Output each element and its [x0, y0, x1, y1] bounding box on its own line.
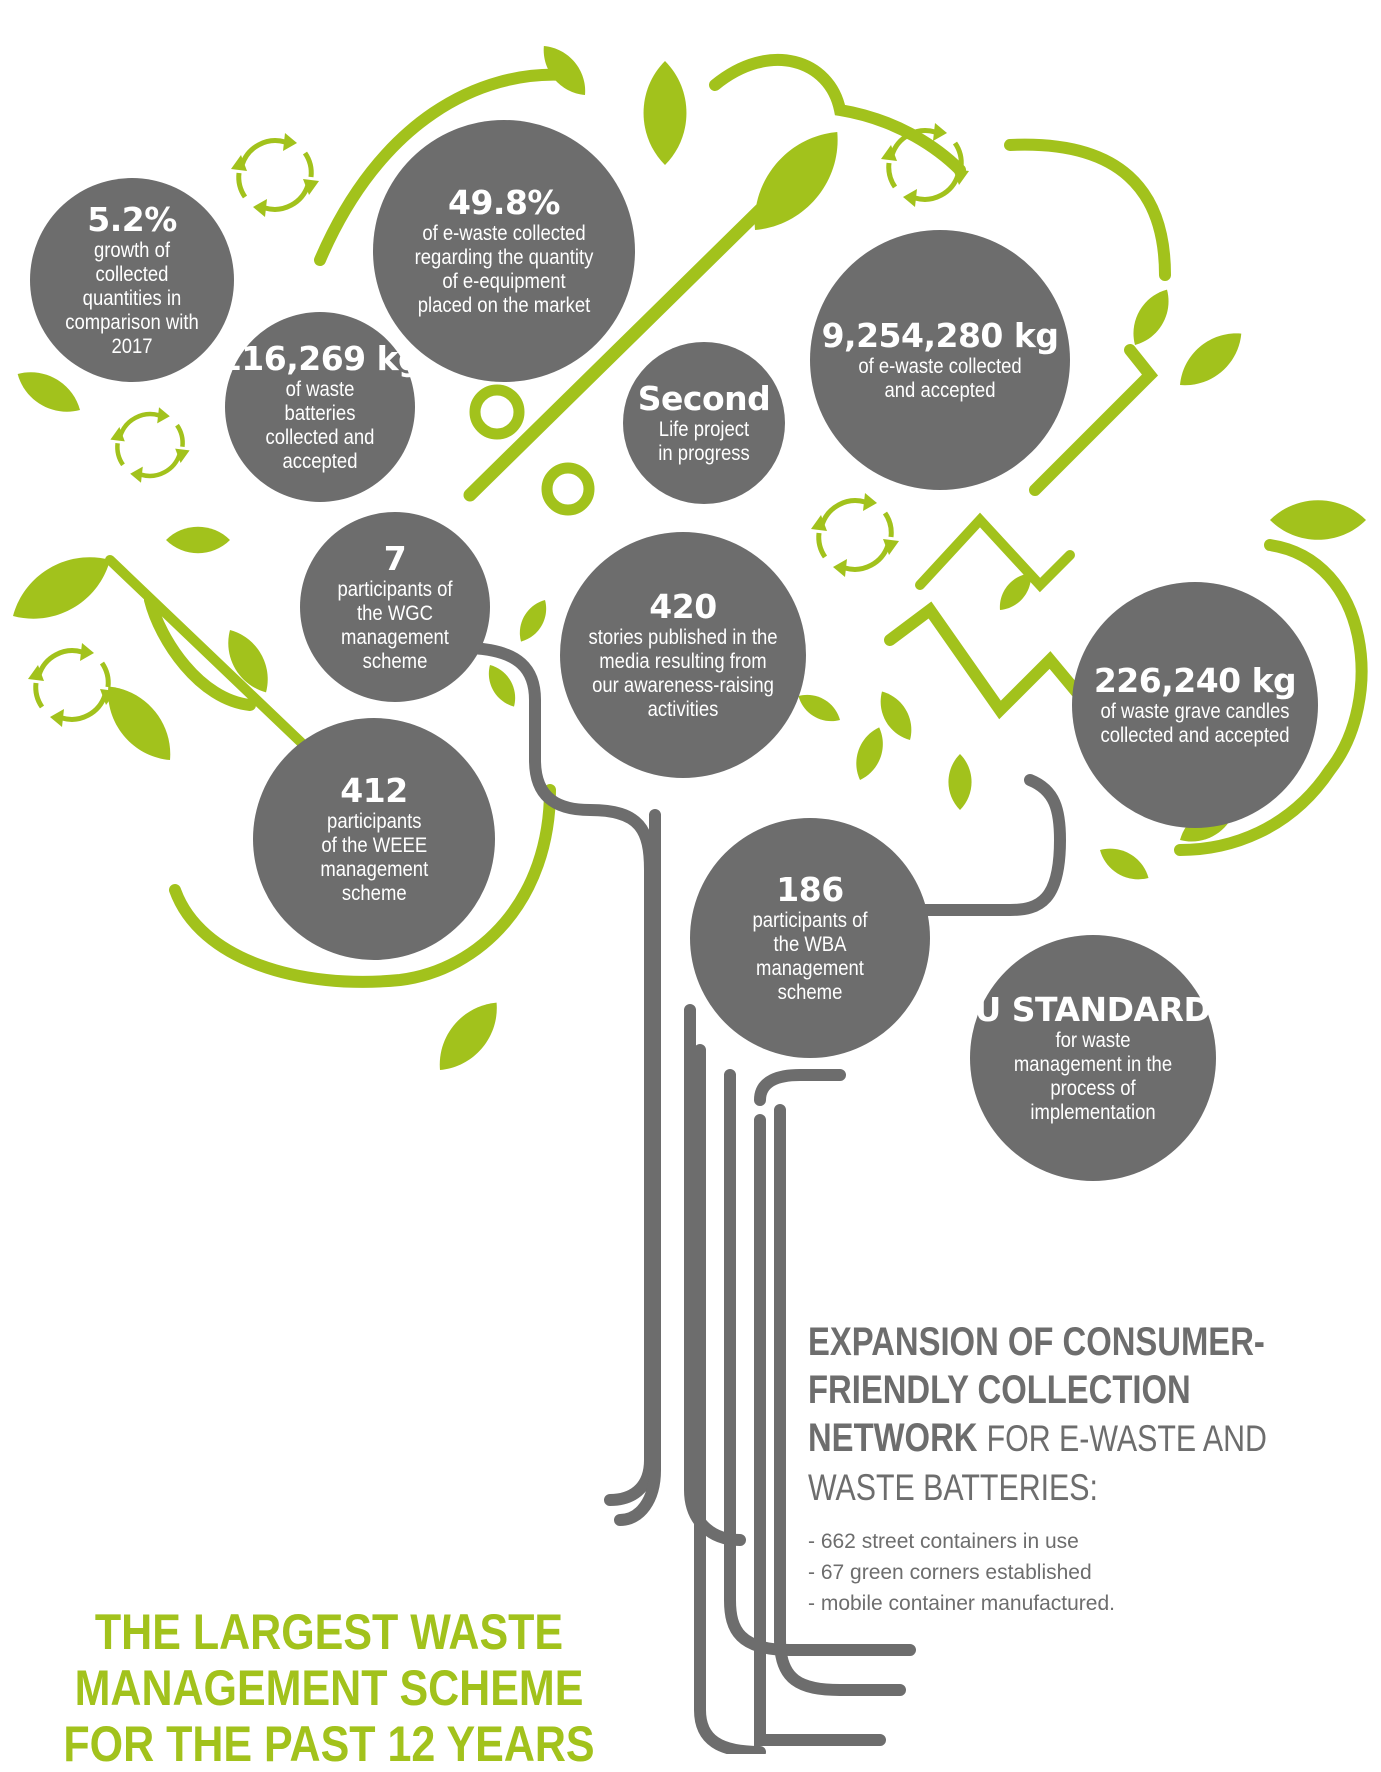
- stat-text: of e-waste collected regarding the quant…: [414, 222, 594, 317]
- stat-value: 186: [776, 870, 844, 909]
- stat-value: 420: [649, 587, 717, 626]
- tree-trunk: [464, 642, 1067, 1754]
- branch-arcs: [105, 54, 1368, 988]
- stat-text: Life project in progress: [658, 418, 750, 465]
- list-item: - 67 green corners established: [808, 1561, 1092, 1584]
- stat-value: 116,269 kg: [218, 339, 422, 378]
- network-block: EXPANSION OF CONSUMER-FRIENDLY COLLECTIO…: [808, 1318, 1328, 1619]
- network-heading-rest: FOR E-WASTE AND WASTE BATTERIES:: [808, 1418, 1267, 1508]
- stat-ewaste-rate: 49.8% of e-waste collected regarding the…: [373, 120, 635, 382]
- stat-wgc: 7 participants of the WGC management sch…: [300, 512, 490, 702]
- stat-value: Second: [637, 379, 771, 418]
- stat-value: 412: [340, 771, 408, 810]
- stat-ewaste-kg: 9,254,280 kg of e-waste collected and ac…: [810, 230, 1070, 490]
- stat-value: 7: [383, 539, 407, 578]
- stat-text: of e-waste collected and accepted: [858, 355, 1022, 402]
- network-list: - 662 street containers in use - 67 gree…: [808, 1526, 1328, 1619]
- list-item: - mobile container manufactured.: [808, 1592, 1115, 1615]
- stat-growth: 5.2% growth of collected quantities in c…: [30, 178, 234, 382]
- stat-text: participants of the WBA management schem…: [752, 909, 868, 1004]
- stat-batteries: 116,269 kg of waste batteries collected …: [219, 312, 422, 502]
- stat-text: growth of collected quantities in compar…: [65, 239, 199, 358]
- stat-candles: 226,240 kg of waste grave candles collec…: [1072, 582, 1318, 828]
- stat-text: participants of the WEEE management sche…: [320, 810, 428, 905]
- stat-text: of waste batteries collected and accepte…: [265, 378, 375, 473]
- stat-value: 9,254,280 kg: [821, 316, 1059, 355]
- stat-value: 5.2%: [87, 200, 177, 239]
- stat-second-life: Second Life project in progress: [623, 342, 785, 504]
- stat-value: EU STANDARDS: [952, 990, 1234, 1029]
- stat-value: 49.8%: [448, 183, 561, 222]
- stat-text: for waste management in the process of i…: [1013, 1029, 1173, 1124]
- stat-text: participants of the WGC management schem…: [337, 578, 453, 673]
- footer-title: THE LARGEST WASTE MANAGEMENT SCHEME FOR …: [63, 1604, 595, 1772]
- stat-wba: 186 participants of the WBA management s…: [690, 818, 930, 1058]
- stat-eu-standards: EU STANDARDS for waste management in the…: [952, 935, 1234, 1181]
- stat-value: 226,240 kg: [1093, 661, 1297, 700]
- list-item: - 662 street containers in use: [808, 1530, 1079, 1553]
- percent-icon: [469, 384, 595, 516]
- stat-text: stories published in the media resulting…: [588, 626, 778, 721]
- network-heading-bold: EXPANSION OF CONSUMER-FRIENDLY COLLECTIO…: [808, 1320, 1265, 1460]
- stat-weee: 412 participants of the WEEE management …: [253, 718, 495, 960]
- stat-media: 420 stories published in the media resul…: [560, 532, 806, 778]
- network-heading: EXPANSION OF CONSUMER-FRIENDLY COLLECTIO…: [808, 1318, 1316, 1512]
- stat-text: of waste grave candles collected and acc…: [1100, 700, 1290, 747]
